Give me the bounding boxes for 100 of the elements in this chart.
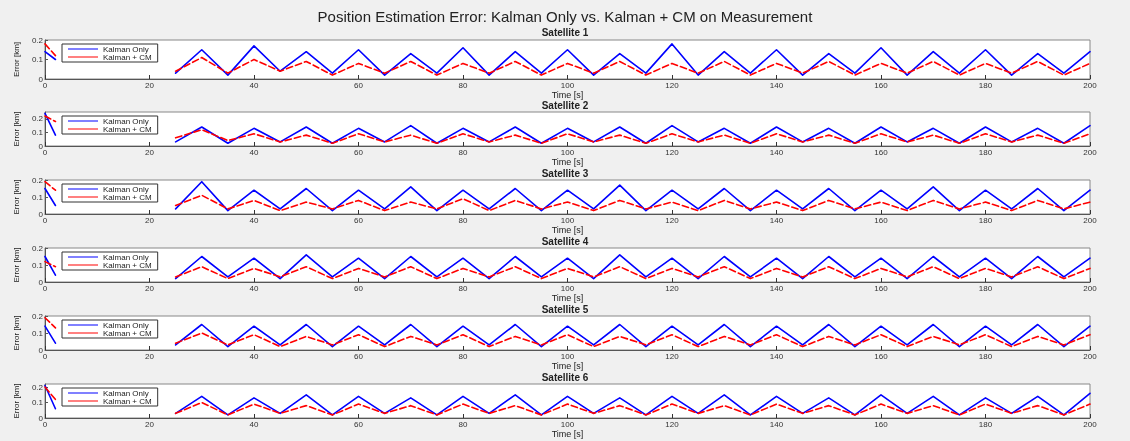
x-tick-label: 80 — [458, 283, 468, 293]
x-axis-title: Time [s] — [551, 156, 584, 167]
y-axis-title: Error [km] — [12, 315, 22, 351]
x-tick-label: 20 — [145, 147, 155, 157]
x-tick-label: 120 — [665, 351, 680, 361]
x-tick-label: 20 — [145, 215, 155, 225]
y-tick-label: 0.2 — [31, 382, 44, 392]
x-tick-label: 60 — [354, 80, 364, 90]
x-tick-label: 80 — [458, 80, 468, 90]
legend-label: Kalman + CM — [103, 260, 153, 270]
y-tick-label: 0.1 — [31, 328, 44, 338]
x-tick-label: 80 — [458, 351, 468, 361]
legend-label: Kalman + CM — [103, 192, 153, 202]
y-tick-label: 0.2 — [31, 175, 44, 185]
y-axis-title: Error [km] — [12, 111, 22, 147]
y-axis-title: Error [km] — [12, 179, 22, 215]
x-tick-label: 140 — [769, 147, 784, 157]
x-tick-label: 200 — [1083, 419, 1098, 429]
x-tick-label: 200 — [1083, 80, 1098, 90]
y-axis-title: Error [km] — [12, 41, 22, 78]
x-tick-label: 40 — [249, 419, 259, 429]
y-tick-label: 0.2 — [31, 243, 44, 253]
x-tick-label: 120 — [665, 215, 680, 225]
x-tick-label: 180 — [978, 215, 993, 225]
x-tick-label: 200 — [1083, 147, 1098, 157]
x-axis-title: Time [s] — [551, 292, 584, 303]
x-tick-label: 140 — [769, 351, 784, 361]
y-tick-label: 0.2 — [31, 114, 44, 124]
x-tick-label: 80 — [458, 215, 468, 225]
x-tick-label: 100 — [560, 215, 575, 225]
chart-title: Satellite 6 — [541, 371, 589, 383]
x-tick-label: 160 — [874, 80, 889, 90]
legend-label: Kalman + CM — [103, 52, 153, 62]
legend-label: Kalman Only — [103, 252, 149, 262]
x-tick-label: 140 — [769, 80, 784, 90]
x-tick-label: 60 — [354, 419, 364, 429]
x-tick-label: 160 — [874, 147, 889, 157]
x-tick-label: 40 — [249, 283, 259, 293]
x-tick-label: 120 — [665, 419, 680, 429]
x-tick-label: 20 — [145, 80, 155, 90]
chart-title: Satellite 3 — [541, 167, 589, 179]
x-tick-label: 180 — [978, 419, 993, 429]
x-axis-title: Time [s] — [551, 89, 584, 100]
legend-label: Kalman + CM — [103, 396, 153, 406]
x-axis-title: Time [s] — [551, 360, 584, 371]
x-tick-label: 40 — [249, 147, 259, 157]
x-tick-label: 160 — [874, 419, 889, 429]
x-tick-label: 180 — [978, 147, 993, 157]
x-tick-label: 100 — [560, 351, 575, 361]
x-tick-label: 80 — [458, 419, 468, 429]
chart-title: Satellite 2 — [541, 99, 589, 111]
x-tick-label: 180 — [978, 283, 993, 293]
x-tick-label: 120 — [665, 147, 680, 157]
y-tick-label: 0.2 — [31, 35, 44, 45]
x-tick-label: 100 — [560, 147, 575, 157]
x-tick-label: 140 — [769, 283, 784, 293]
x-tick-label: 100 — [560, 283, 575, 293]
x-tick-label: 40 — [249, 80, 259, 90]
y-tick-label: 0.1 — [31, 127, 44, 137]
x-tick-label: 100 — [560, 80, 575, 90]
x-axis-title: Time [s] — [551, 428, 584, 439]
chart-title: Satellite 5 — [541, 303, 589, 315]
x-tick-label: 160 — [874, 215, 889, 225]
y-tick-label: 0.1 — [31, 192, 44, 202]
x-tick-label: 100 — [560, 419, 575, 429]
x-tick-label: 60 — [354, 283, 364, 293]
x-tick-label: 20 — [145, 283, 155, 293]
x-tick-label: 40 — [249, 351, 259, 361]
x-tick-label: 200 — [1083, 215, 1098, 225]
legend-label: Kalman + CM — [103, 124, 153, 134]
y-axis-title: Error [km] — [12, 247, 22, 283]
x-tick-label: 40 — [249, 215, 259, 225]
chart-title: Satellite 4 — [541, 235, 589, 247]
x-axis-title: Time [s] — [551, 224, 584, 235]
legend-label: Kalman Only — [103, 320, 149, 330]
y-tick-label: 0.1 — [31, 55, 44, 64]
x-tick-label: 140 — [769, 419, 784, 429]
chart-subtitle: Satellite 1 — [541, 26, 589, 38]
legend-label: Kalman Only — [103, 116, 149, 126]
x-tick-label: 80 — [458, 147, 468, 157]
x-tick-label: 60 — [354, 147, 364, 157]
y-tick-label: 0.1 — [31, 260, 44, 270]
y-axis-title: Error [km] — [12, 383, 22, 419]
x-tick-label: 20 — [145, 419, 155, 429]
y-tick-label: 0.2 — [31, 311, 44, 321]
x-tick-label: 20 — [145, 351, 155, 361]
x-tick-label: 200 — [1083, 283, 1098, 293]
x-tick-label: 120 — [665, 283, 680, 293]
x-tick-label: 200 — [1083, 351, 1098, 361]
y-tick-label: 0.1 — [31, 398, 44, 408]
x-tick-label: 60 — [354, 215, 364, 225]
legend-label: Kalman Only — [103, 184, 149, 194]
x-tick-label: 180 — [978, 351, 993, 361]
legend-label: Kalman Only — [103, 44, 149, 54]
x-tick-label: 180 — [978, 80, 993, 90]
x-tick-label: 160 — [874, 283, 889, 293]
legend-label: Kalman Only — [103, 388, 149, 398]
x-tick-label: 160 — [874, 351, 889, 361]
x-tick-label: 120 — [665, 80, 680, 90]
legend-label: Kalman + CM — [103, 328, 153, 338]
